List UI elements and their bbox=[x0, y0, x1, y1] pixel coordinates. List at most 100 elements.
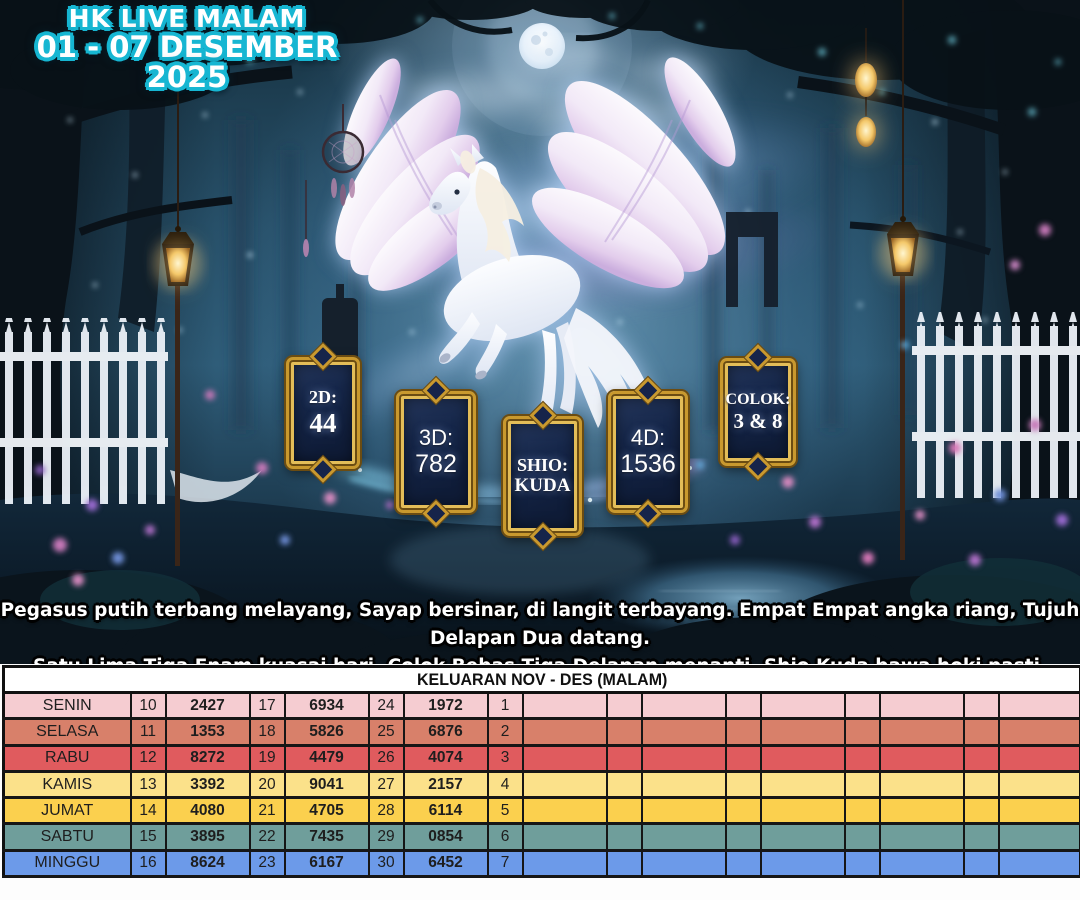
date-cell bbox=[843, 743, 881, 773]
date-cell: 16 bbox=[129, 848, 167, 879]
table-header-row: KELUARAN NOV - DES (MALAM) bbox=[1, 665, 1080, 694]
result-cell: 4705 bbox=[283, 796, 370, 826]
date-cell bbox=[724, 822, 762, 852]
result-cell bbox=[759, 769, 846, 800]
plaque-4d-label: 4D: bbox=[630, 424, 666, 450]
day-cell: SENIN bbox=[2, 690, 132, 721]
result-cell bbox=[997, 796, 1080, 826]
result-cell: 9041 bbox=[283, 769, 370, 800]
date-cell bbox=[724, 717, 762, 747]
result-cell: 6934 bbox=[283, 690, 370, 721]
date-cell: 3 bbox=[486, 743, 524, 773]
date-cell: 25 bbox=[367, 717, 405, 747]
date-cell: 20 bbox=[248, 769, 286, 800]
date-cell bbox=[843, 822, 881, 852]
date-cell bbox=[605, 822, 643, 852]
result-cell bbox=[640, 743, 727, 773]
result-cell: 4479 bbox=[283, 743, 370, 773]
date-cell bbox=[843, 796, 881, 826]
date-cell: 6 bbox=[486, 822, 524, 852]
date-cell: 22 bbox=[248, 822, 286, 852]
date-cell bbox=[843, 690, 881, 721]
poem-line-1: Pegasus putih terbang melayang, Sayap be… bbox=[0, 600, 1080, 649]
ground bbox=[0, 493, 1080, 664]
plaque-colok-label: COLOK: bbox=[725, 390, 791, 408]
plaque-4d: 4D: 1536 bbox=[608, 391, 688, 513]
date-cell bbox=[843, 848, 881, 879]
results-section: KELUARAN NOV - DES (MALAM) SENIN 10 2427 17… bbox=[0, 664, 1080, 900]
glow-leaves bbox=[139, 13, 1061, 116]
date-cell: 4 bbox=[486, 769, 524, 800]
date-cell bbox=[962, 743, 1000, 773]
date-cell: 13 bbox=[129, 769, 167, 800]
result-cell: 8624 bbox=[164, 848, 251, 879]
date-cell bbox=[605, 769, 643, 800]
result-cell bbox=[759, 743, 846, 773]
street-lamp-left bbox=[152, 60, 204, 566]
result-cell: 1353 bbox=[164, 717, 251, 747]
date-cell bbox=[724, 848, 762, 879]
date-cell: 28 bbox=[367, 796, 405, 826]
result-cell bbox=[521, 717, 608, 747]
date-cell: 10 bbox=[129, 690, 167, 721]
date-cell: 27 bbox=[367, 769, 405, 800]
date-cell: 17 bbox=[248, 690, 286, 721]
result-cell: 8272 bbox=[164, 743, 251, 773]
plaque-shio-label: SHIO: bbox=[516, 454, 568, 475]
result-cell bbox=[878, 717, 965, 747]
date-cell bbox=[605, 690, 643, 721]
result-cell bbox=[878, 822, 965, 852]
date-cell bbox=[724, 743, 762, 773]
date-cell: 18 bbox=[248, 717, 286, 747]
street-lamp-right bbox=[877, 0, 929, 560]
result-cell bbox=[759, 796, 846, 826]
plaque-shio: SHIO: KUDA bbox=[503, 416, 582, 536]
wing-feather-lines bbox=[379, 94, 691, 243]
result-cell bbox=[640, 769, 727, 800]
mane bbox=[460, 150, 524, 262]
table-row: KAMIS 13 3392 20 9041 27 2157 4 bbox=[2, 769, 1080, 800]
result-cell: 5826 bbox=[283, 717, 370, 747]
day-cell: JUMAT bbox=[2, 796, 132, 826]
result-cell: 1972 bbox=[402, 690, 489, 721]
result-cell: 3895 bbox=[164, 822, 251, 852]
table-title: KELUARAN NOV - DES (MALAM) bbox=[416, 669, 668, 689]
date-cell bbox=[605, 796, 643, 826]
table-row: RABU 12 8272 19 4479 26 4074 3 bbox=[2, 743, 1080, 773]
result-cell bbox=[759, 690, 846, 721]
date-cell bbox=[962, 769, 1000, 800]
date-cell: 1 bbox=[486, 690, 524, 721]
plaque-4d-value: 1536 bbox=[620, 450, 676, 479]
result-cell bbox=[878, 743, 965, 773]
result-cell bbox=[640, 848, 727, 879]
fence-left bbox=[0, 318, 262, 504]
result-cell: 0854 bbox=[402, 822, 489, 852]
date-cell bbox=[724, 690, 762, 721]
table-title-cell: KELUARAN NOV - DES (MALAM) bbox=[1, 665, 1080, 694]
trees bbox=[0, 0, 1080, 612]
date-cell: 2 bbox=[486, 717, 524, 747]
date-cell bbox=[605, 743, 643, 773]
date-cell bbox=[843, 769, 881, 800]
result-cell: 6876 bbox=[402, 717, 489, 747]
result-cell bbox=[521, 848, 608, 879]
date-cell bbox=[605, 848, 643, 879]
result-cell: 2427 bbox=[164, 690, 251, 721]
plaque-2d: 2D: 44 bbox=[286, 357, 360, 469]
result-cell bbox=[521, 769, 608, 800]
result-cell: 6114 bbox=[402, 796, 489, 826]
day-cell: MINGGU bbox=[2, 848, 132, 879]
table-row: SELASA 11 1353 18 5826 25 6876 2 bbox=[2, 717, 1080, 747]
result-cell bbox=[521, 690, 608, 721]
result-cell: 3392 bbox=[164, 769, 251, 800]
date-cell bbox=[962, 848, 1000, 879]
result-cell bbox=[997, 690, 1080, 721]
date-cell: 14 bbox=[129, 796, 167, 826]
date-cell: 11 bbox=[129, 717, 167, 747]
result-cell bbox=[997, 717, 1080, 747]
result-cell bbox=[878, 769, 965, 800]
result-cell bbox=[878, 796, 965, 826]
date-cell bbox=[724, 769, 762, 800]
day-cell: SABTU bbox=[2, 822, 132, 852]
date-cell: 21 bbox=[248, 796, 286, 826]
